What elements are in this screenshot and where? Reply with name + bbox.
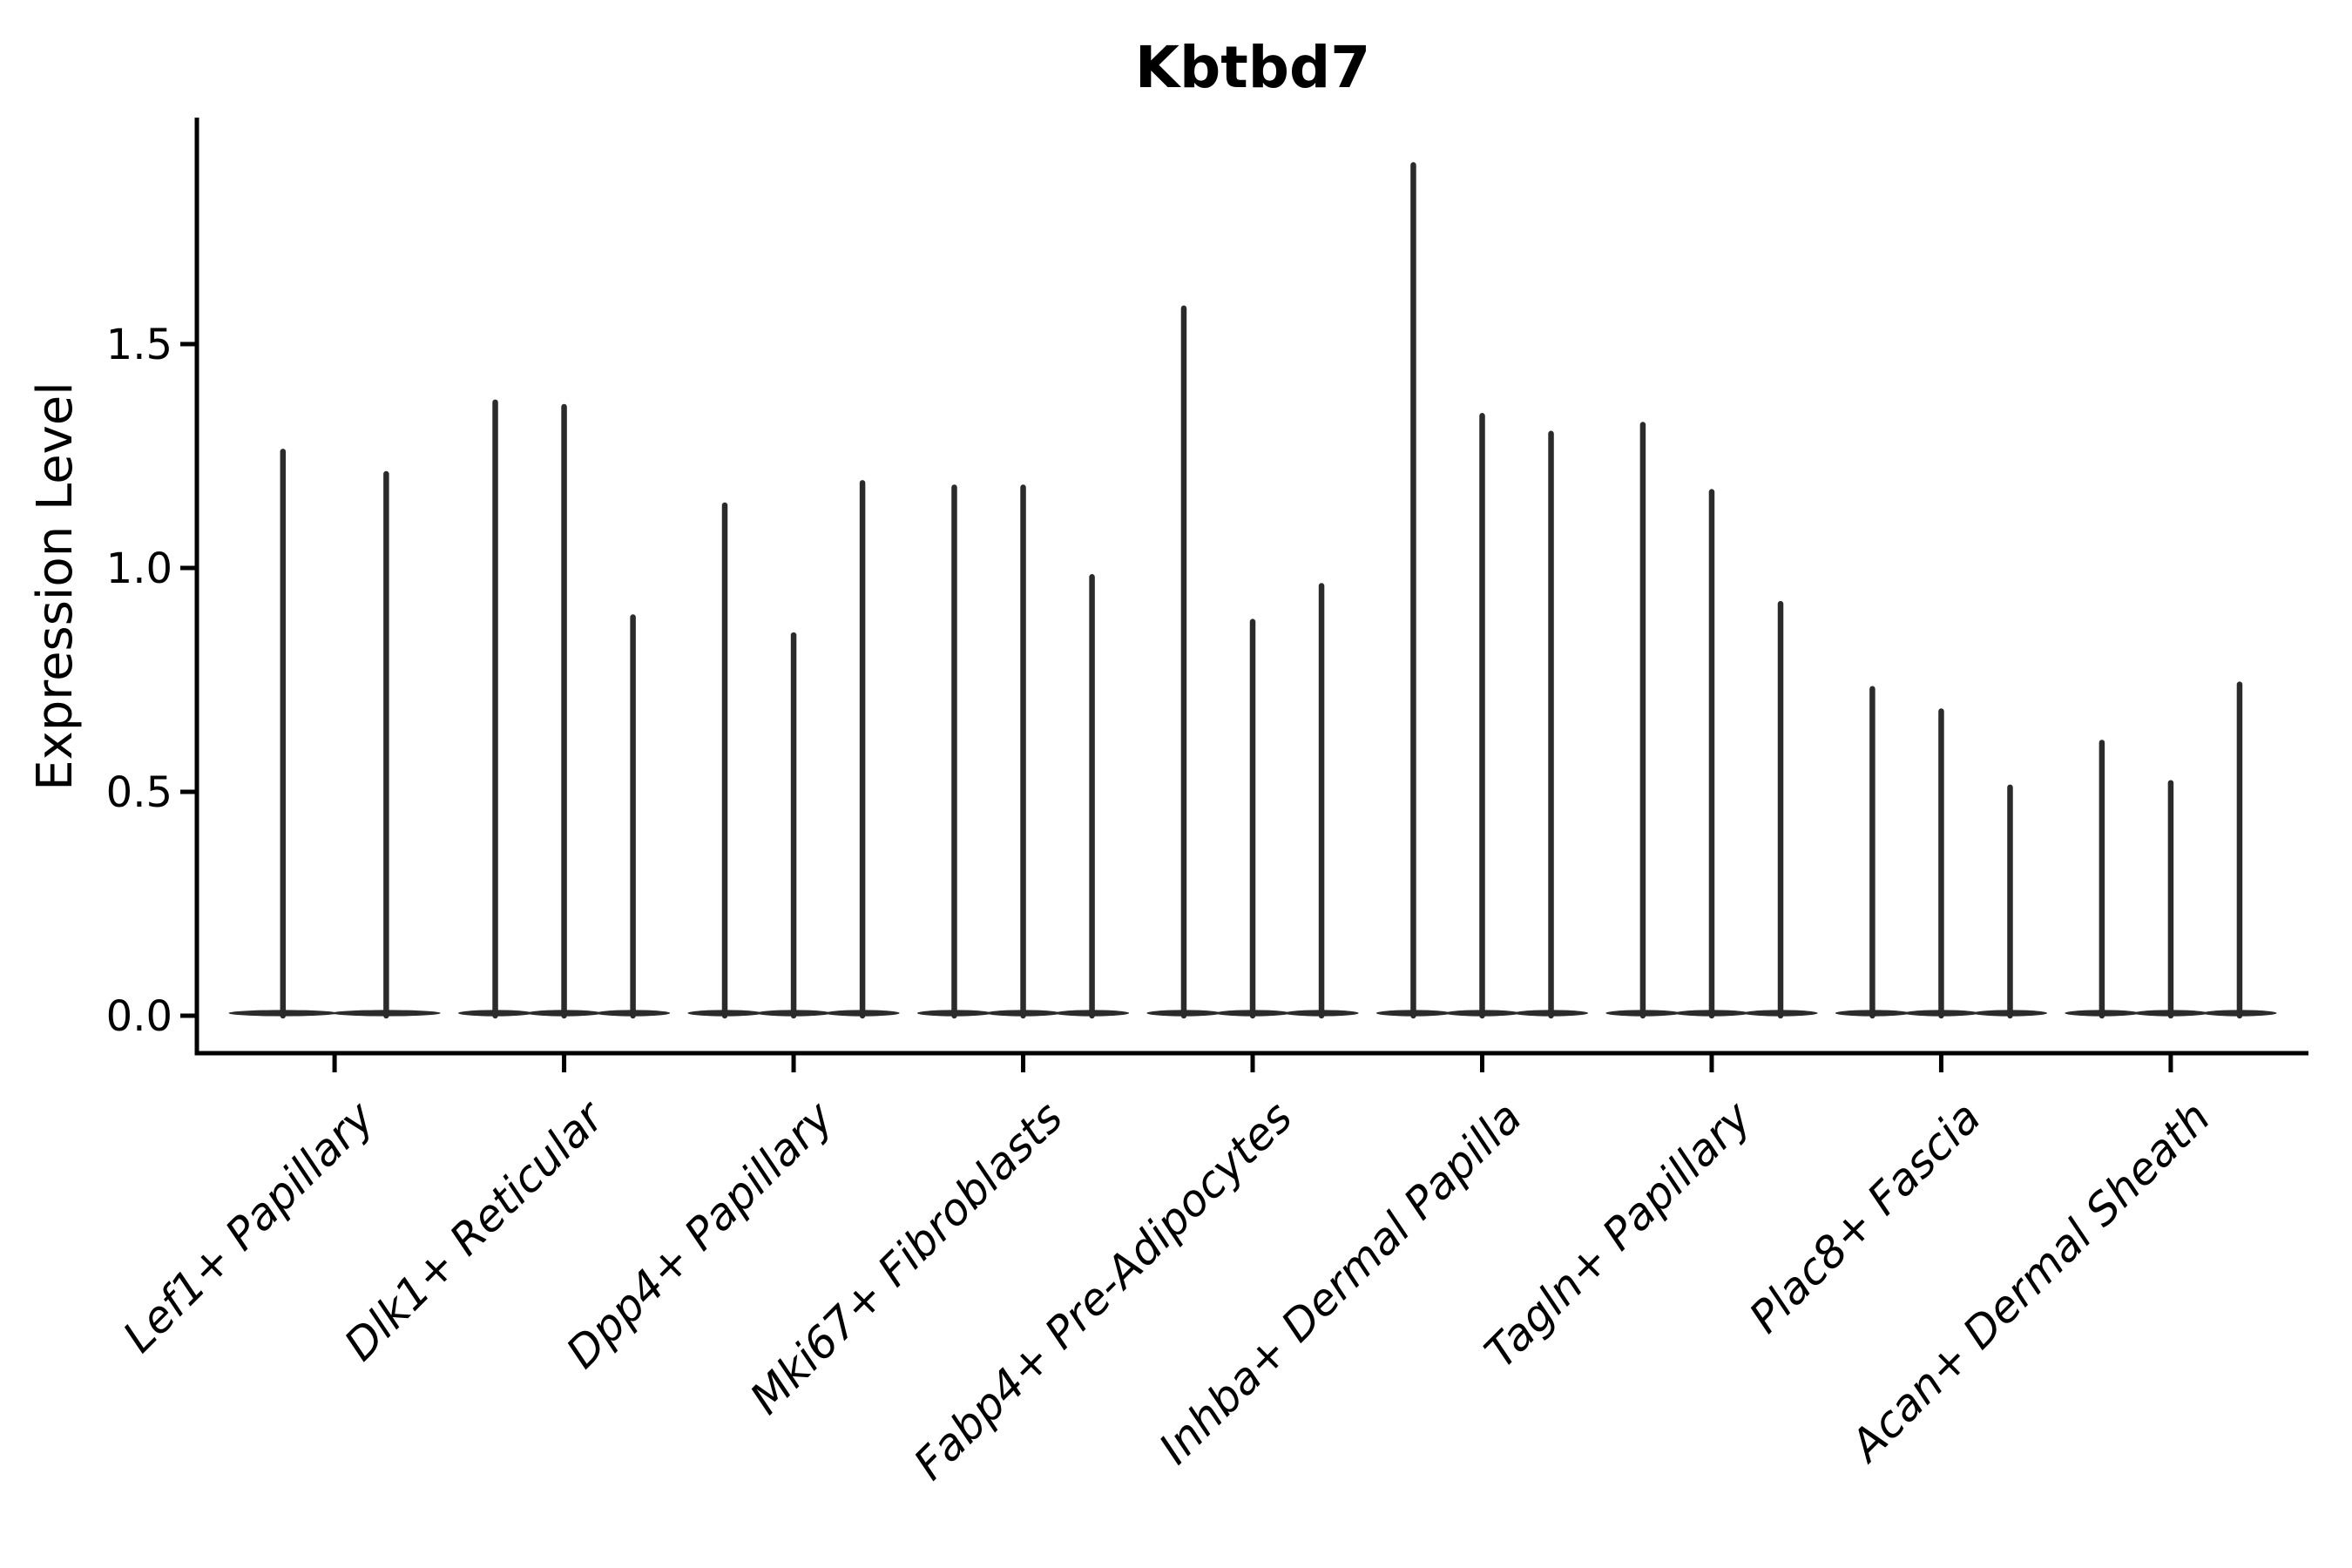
x-axis-ticks [332, 1053, 2173, 1072]
y-tick-label: 1.0 [106, 544, 172, 593]
y-axis-ticks: 0.0 0.5 1.0 1.5 [106, 321, 197, 1041]
y-tick-label: 0.0 [106, 992, 172, 1041]
y-tick-label: 0.5 [106, 768, 172, 817]
y-axis-label: Expression Level [27, 382, 84, 791]
x-category-label: Plac8+ Fascia [1740, 1092, 1990, 1342]
x-category-label: Fabp4+ Pre-Adipocytes [904, 1092, 1302, 1490]
plot-title: Kbtbd7 [1135, 34, 1370, 101]
violin-series [228, 162, 2277, 1019]
y-tick-label: 1.5 [106, 321, 172, 369]
x-category-label: Lef1+ Papillary [113, 1091, 384, 1362]
x-category-label: Inhba+ Dermal Papilla [1150, 1092, 1531, 1473]
